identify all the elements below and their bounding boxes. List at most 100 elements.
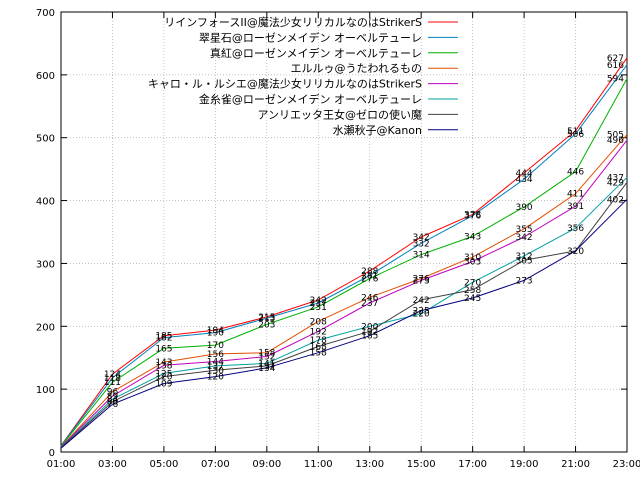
data-label: 200: [361, 322, 378, 332]
data-label: 237: [361, 299, 378, 309]
data-label: 332: [413, 239, 430, 249]
data-label: 376: [464, 212, 481, 222]
data-label: 237: [310, 299, 327, 309]
axes: 0 100 200 300 400 500 600 700 01:00 03:00 05:00 07:…: [36, 8, 640, 470]
data-label: 182: [155, 334, 172, 344]
data-label: 511: [567, 127, 584, 137]
legend-label: キャロ・ル・ルシエ@魔法少女リリカルなのはStrikerS: [148, 77, 422, 91]
data-label: 342: [413, 233, 430, 243]
legend-label: リインフォースII@魔法少女リリカルなのはStrikerS: [164, 15, 422, 29]
data-label: 156: [207, 350, 224, 360]
data-label: 343: [464, 232, 481, 242]
data-label: 118: [104, 374, 121, 384]
data-label: 213: [258, 314, 275, 324]
data-label: 138: [155, 361, 172, 371]
legend-label: 水瀬秋子@Kanon: [333, 123, 422, 137]
data-label: 434: [515, 175, 532, 185]
data-label: 194: [207, 326, 224, 336]
data-label: 312: [515, 252, 532, 262]
data-label: 178: [310, 336, 327, 346]
data-label: 429: [607, 178, 624, 188]
data-label: 402: [607, 195, 624, 205]
data-label: 120: [207, 373, 224, 383]
data-label: 594: [607, 75, 624, 85]
y-tick-label: 100: [36, 385, 55, 396]
data-label: 192: [361, 327, 378, 337]
data-label: 89: [107, 392, 119, 402]
data-label: 134: [258, 364, 275, 374]
data-label: 320: [567, 247, 584, 257]
data-label: 616: [607, 61, 624, 71]
data-label: 215: [258, 313, 275, 323]
y-tick-label: 300: [36, 259, 55, 270]
legend-label: 真紅@ローゼンメイデン オーベルテューレ: [210, 46, 422, 60]
data-label: 505: [607, 131, 624, 141]
data-labels: 1241851942152422883423784445116271181821…: [104, 54, 624, 410]
data-label: 246: [361, 293, 378, 303]
y-tick-label: 200: [36, 322, 55, 333]
data-label: 281: [361, 271, 378, 281]
data-label: 220: [413, 310, 430, 320]
data-label: 125: [155, 369, 172, 379]
data-label: 245: [464, 294, 481, 304]
x-tick-label: 19:00: [510, 459, 539, 470]
x-tick-label: 15:00: [407, 459, 436, 470]
x-tick-label: 05:00: [149, 459, 178, 470]
legend-label: アンリエッタ王女@ゼロの使い魔: [257, 107, 422, 121]
data-label: 225: [413, 307, 430, 317]
y-tick-label: 500: [36, 134, 55, 145]
series-line-1: [60, 57, 628, 446]
data-label: 355: [515, 225, 532, 235]
x-tick-label: 03:00: [98, 459, 127, 470]
data-label: 111: [104, 378, 121, 388]
data-label: 120: [155, 373, 172, 383]
data-label: 276: [413, 275, 430, 285]
data-label: 231: [310, 303, 327, 313]
series-line-7: [60, 181, 628, 448]
data-label: 390: [515, 203, 532, 213]
data-label: 170: [207, 341, 224, 351]
data-label: 165: [155, 344, 172, 354]
x-tick-label: 01:00: [47, 459, 76, 470]
data-label: 137: [258, 362, 275, 372]
data-label: 378: [464, 210, 481, 220]
data-label: 137: [207, 362, 224, 372]
data-label: 342: [515, 233, 532, 243]
data-label: 158: [310, 349, 327, 359]
y-tick-label: 400: [36, 197, 55, 208]
series-line-5: [60, 139, 628, 448]
data-label: 203: [258, 320, 275, 330]
data-label: 152: [258, 352, 275, 362]
data-label: 273: [413, 276, 430, 286]
data-label: 437: [607, 173, 624, 183]
plot-frame: [60, 11, 628, 453]
data-label: 258: [464, 286, 481, 296]
data-label: 305: [515, 256, 532, 266]
data-label: 208: [310, 317, 327, 327]
data-label: 446: [567, 168, 584, 178]
data-label: 506: [567, 130, 584, 140]
data-label: 303: [464, 258, 481, 268]
series-line-6: [60, 176, 628, 448]
data-label: 76: [107, 400, 119, 410]
series-line-2: [60, 64, 628, 447]
data-label: 356: [567, 224, 584, 234]
data-label: 84: [107, 395, 119, 405]
data-label: 273: [515, 276, 532, 286]
data-label: 143: [155, 358, 172, 368]
data-label: 288: [361, 267, 378, 277]
legend-label: エルルゥ@うたわれるもの: [291, 62, 422, 75]
legend-label: 翠星石@ローゼンメイデン オーベルテューレ: [199, 30, 422, 44]
series-lines: [60, 57, 628, 449]
data-label: 192: [310, 327, 327, 337]
data-label: 270: [464, 278, 481, 288]
data-label: 185: [155, 332, 172, 342]
y-tick-label: 0: [49, 448, 55, 459]
data-label: 190: [207, 329, 224, 339]
data-label: 496: [607, 136, 624, 146]
data-label: 109: [155, 379, 172, 389]
data-label: 80: [107, 398, 119, 408]
legend-label: 金糸雀@ローゼンメイデン オーベルテューレ: [199, 92, 422, 106]
